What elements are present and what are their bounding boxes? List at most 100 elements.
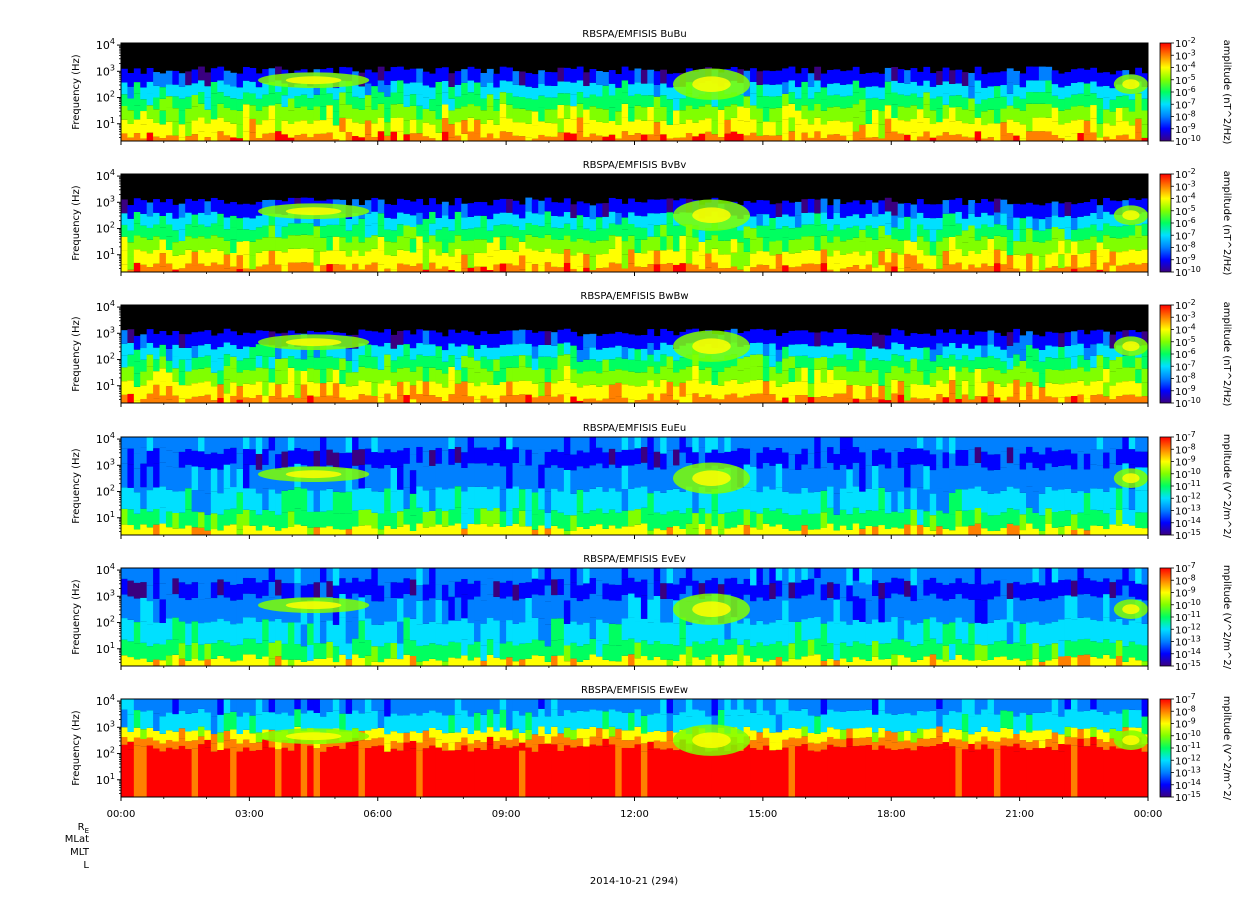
colorbar-tick-label: 10-3 [1175, 179, 1196, 193]
colorbar [1159, 304, 1172, 404]
colorbar-tick-label: 10-6 [1175, 85, 1196, 99]
ephemeris-label: RE [78, 822, 89, 835]
colorbar-tick-label: 10-15 [1175, 528, 1201, 542]
colorbar-tick-label: 10-7 [1175, 97, 1196, 111]
colorbar-tick-label: 10-5 [1175, 335, 1196, 349]
y-tick-label: 101 [96, 510, 115, 525]
panel-title: RBSPA/EMFISIS EuEu [583, 423, 686, 434]
spectrogram-panel: RBSPA/EMFISIS BvBv Frequency (Hz) 101 102 10… [71, 160, 1232, 279]
panel-title: RBSPA/EMFISIS BwBw [580, 291, 688, 302]
spectrogram-image [121, 568, 1149, 666]
ephemeris-label: MLT [70, 847, 90, 858]
colorbar-tick-label: 10-11 [1175, 610, 1201, 624]
spectrogram-image [121, 699, 1149, 797]
colorbar-label: amplitude (nT^2/Hz) [1221, 40, 1232, 145]
y-tick-label: 101 [96, 772, 115, 787]
colorbar [1159, 436, 1172, 536]
y-tick-label: 103 [96, 719, 115, 734]
colorbar-tick-label: 10-8 [1175, 372, 1196, 386]
x-tick-label: 00:00 [107, 809, 136, 820]
spectrogram-panels: RBSPA/EMFISIS BuBu Frequency (Hz) 101 102 10… [71, 29, 1232, 804]
colorbar-tick-label: 10-2 [1175, 36, 1196, 50]
spectrogram-panel: RBSPA/EMFISIS BuBu Frequency (Hz) 101 102 10… [71, 29, 1232, 148]
x-tick-label: 12:00 [620, 809, 649, 820]
y-tick-label: 103 [96, 63, 115, 78]
spectrogram-panel: RBSPA/EMFISIS EvEv Frequency (Hz) 101 102 10… [71, 554, 1232, 673]
colorbar-tick-label: 10-10 [1175, 729, 1201, 743]
colorbar-tick-label: 10-8 [1175, 442, 1196, 456]
colorbar-tick-label: 10-9 [1175, 717, 1196, 731]
spectrogram-image [121, 174, 1149, 272]
colorbar-tick-label: 10-2 [1175, 298, 1196, 312]
colorbar-tick-label: 10-14 [1175, 647, 1201, 661]
y-axis-label: Frequency (Hz) [71, 448, 82, 524]
y-tick-label: 102 [96, 746, 115, 761]
colorbar-tick-label: 10-9 [1175, 384, 1196, 398]
y-tick-label: 102 [96, 221, 115, 236]
y-tick-label: 101 [96, 641, 115, 656]
x-tick-label: 15:00 [748, 809, 777, 820]
colorbar-tick-label: 10-14 [1175, 778, 1201, 792]
colorbar-label: amplitude (nT^2/Hz) [1221, 171, 1232, 276]
x-tick-label: 09:00 [492, 809, 521, 820]
colorbar-tick-label: 10-7 [1175, 692, 1196, 706]
colorbar-tick-label: 10-6 [1175, 347, 1196, 361]
colorbar-tick-label: 10-8 [1175, 241, 1196, 255]
colorbar-tick-label: 10-12 [1175, 622, 1201, 636]
colorbar-tick-label: 10-3 [1175, 310, 1196, 324]
panel-title: RBSPA/EMFISIS EvEv [583, 554, 686, 565]
spectrogram-image [121, 437, 1149, 535]
y-tick-label: 104 [96, 562, 115, 577]
panel-title: RBSPA/EMFISIS BuBu [582, 29, 686, 40]
colorbar-label: mplitude (V^2/m^2/ [1221, 434, 1232, 539]
colorbar-label: mplitude (V^2/m^2/ [1221, 696, 1232, 801]
colorbar [1159, 173, 1172, 273]
y-tick-label: 101 [96, 378, 115, 393]
y-tick-label: 104 [96, 37, 115, 52]
y-tick-label: 102 [96, 615, 115, 630]
y-axis-label: Frequency (Hz) [71, 54, 82, 130]
y-tick-label: 104 [96, 168, 115, 183]
x-tick-label: 18:00 [877, 809, 906, 820]
y-axis-label: Frequency (Hz) [71, 316, 82, 392]
colorbar-tick-label: 10-8 [1175, 704, 1196, 718]
y-tick-label: 102 [96, 484, 115, 499]
ephemeris-label: L [83, 860, 89, 871]
colorbar-tick-label: 10-9 [1175, 586, 1196, 600]
colorbar-tick-label: 10-5 [1175, 73, 1196, 87]
colorbar-tick-label: 10-10 [1175, 265, 1201, 279]
colorbar-tick-label: 10-10 [1175, 598, 1201, 612]
colorbar-tick-label: 10-9 [1175, 455, 1196, 469]
colorbar-tick-label: 10-7 [1175, 561, 1196, 575]
colorbar-tick-label: 10-2 [1175, 167, 1196, 181]
y-axis-label: Frequency (Hz) [71, 579, 82, 655]
colorbar-tick-label: 10-5 [1175, 204, 1196, 218]
colorbar-tick-label: 10-10 [1175, 467, 1201, 481]
y-tick-label: 104 [96, 431, 115, 446]
spectrogram-panel: RBSPA/EMFISIS EwEw Frequency (Hz) 101 102 10… [71, 685, 1232, 804]
colorbar [1159, 42, 1172, 142]
colorbar-tick-label: 10-3 [1175, 48, 1196, 62]
colorbar-tick-label: 10-13 [1175, 504, 1201, 518]
colorbar-tick-label: 10-12 [1175, 491, 1201, 505]
x-tick-label: 06:00 [363, 809, 392, 820]
y-axis-label: Frequency (Hz) [71, 185, 82, 261]
y-tick-label: 104 [96, 299, 115, 314]
y-tick-label: 102 [96, 352, 115, 367]
y-tick-label: 103 [96, 588, 115, 603]
colorbar [1159, 698, 1172, 798]
y-tick-label: 103 [96, 325, 115, 340]
colorbar-tick-label: 10-14 [1175, 516, 1201, 530]
colorbar-tick-label: 10-7 [1175, 228, 1196, 242]
colorbar-tick-label: 10-10 [1175, 134, 1201, 148]
panel-title: RBSPA/EMFISIS BvBv [583, 160, 687, 171]
spectrogram-image [121, 305, 1149, 403]
spectrogram-panel: RBSPA/EMFISIS BwBw Frequency (Hz) 101 102 10… [71, 291, 1232, 410]
colorbar-tick-label: 10-15 [1175, 790, 1201, 804]
colorbar-tick-label: 10-6 [1175, 216, 1196, 230]
colorbar [1159, 567, 1172, 667]
colorbar-tick-label: 10-8 [1175, 110, 1196, 124]
colorbar-tick-label: 10-13 [1175, 635, 1201, 649]
x-tick-label: 03:00 [235, 809, 264, 820]
